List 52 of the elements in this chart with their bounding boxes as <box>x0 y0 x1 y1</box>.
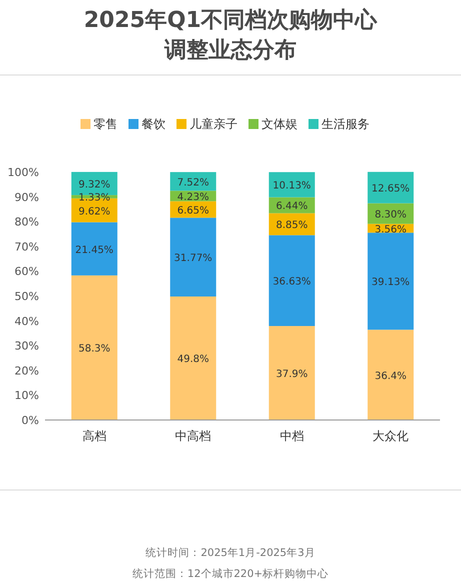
legend-label: 餐饮 <box>142 117 166 131</box>
bar <box>368 232 414 330</box>
data-label: 8.85% <box>276 220 308 232</box>
text: 统计时间：2025年1月-2025年3月 <box>146 546 316 559</box>
legend-label: 文体娱 <box>262 117 298 131</box>
data-label: 31.77% <box>174 253 212 264</box>
y-tick-label: 80% <box>14 216 39 229</box>
data-label: 4.23% <box>177 192 210 203</box>
y-tick-label: 20% <box>14 364 39 378</box>
data-label: 6.65% <box>177 205 210 216</box>
bar <box>170 296 216 420</box>
data-label: 37.9% <box>276 369 308 380</box>
data-label: 6.44% <box>276 201 308 212</box>
data-label: 12.65% <box>372 184 410 195</box>
y-tick-label: 100% <box>8 166 39 179</box>
y-tick-label: 10% <box>14 389 39 402</box>
bar <box>71 275 118 420</box>
x-tick-label: 高档 <box>82 429 106 443</box>
data-label: 9.32% <box>78 180 110 191</box>
legend-label: 儿童亲子 <box>190 117 238 131</box>
x-tick-label: 中档 <box>280 429 304 443</box>
data-label: 9.62% <box>78 206 110 218</box>
y-tick-label: 70% <box>14 240 39 254</box>
y-tick-label: 90% <box>14 190 39 204</box>
chart-title: 2025年Q1不同档次购物中心调整业态分布 <box>82 6 378 65</box>
data-label: 7.52% <box>177 177 210 188</box>
data-label: 36.63% <box>272 276 311 288</box>
data-label: 1.33% <box>78 192 110 204</box>
bar <box>170 218 216 296</box>
data-label: 36.4% <box>374 370 407 382</box>
bar <box>71 222 118 276</box>
x-tick-label: 大众化 <box>372 429 409 443</box>
y-tick-label: 0% <box>22 414 39 427</box>
data-label: 21.45% <box>75 244 114 256</box>
text: 统计范围：12个城市220+标杆购物中心 <box>132 567 329 580</box>
y-tick-label: 50% <box>14 290 39 303</box>
x-tick-label: 中高档 <box>175 429 212 443</box>
bar <box>368 172 414 204</box>
data-label: 39.13% <box>372 277 410 288</box>
y-tick-label: 40% <box>14 314 39 328</box>
data-label: 3.56% <box>374 224 407 236</box>
bar <box>368 330 414 420</box>
data-label: 8.30% <box>374 210 407 221</box>
data-label: 49.8% <box>177 354 210 366</box>
bar <box>268 326 315 420</box>
y-tick-label: 60% <box>14 265 39 278</box>
legend-label: 零售 <box>94 117 118 131</box>
data-label: 58.3% <box>78 344 110 355</box>
legend-label: 生活服务 <box>322 117 370 131</box>
bar <box>268 235 315 326</box>
data-label: 10.13% <box>272 180 311 192</box>
y-tick-label: 30% <box>14 340 39 353</box>
